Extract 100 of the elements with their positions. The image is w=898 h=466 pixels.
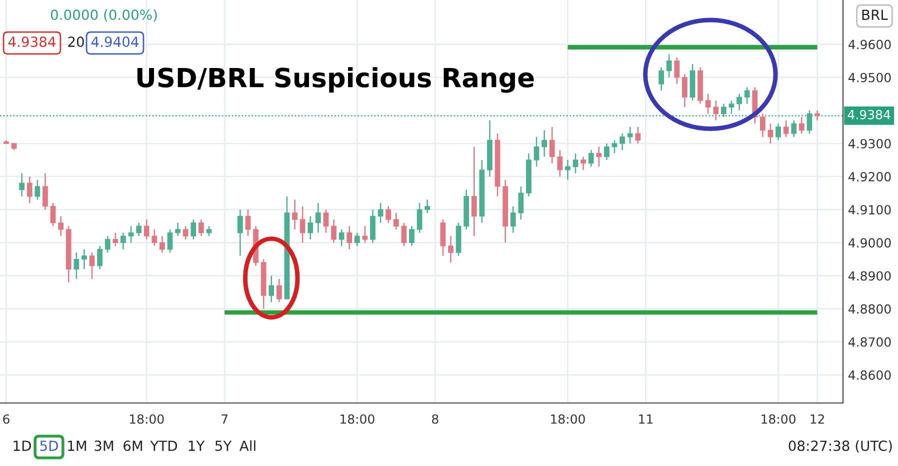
- candlestick: [354, 232, 360, 247]
- candlestick: [572, 152, 578, 174]
- candlestick: [791, 120, 797, 138]
- candlestick: [728, 100, 734, 114]
- candlestick: [635, 126, 641, 144]
- candlestick: [814, 110, 820, 121]
- x-tick-label: 6: [3, 414, 10, 424]
- candlestick: [26, 176, 32, 204]
- candlestick: [588, 149, 594, 168]
- candlestick: [760, 113, 766, 138]
- candlestick: [682, 73, 688, 108]
- candlestick: [144, 218, 150, 240]
- annotation: 4.9404: [91, 36, 139, 48]
- candlestick: [97, 245, 103, 270]
- candlestick: [245, 208, 251, 237]
- candlestick: [705, 93, 711, 114]
- candlestick: [182, 226, 188, 240]
- candlestick: [58, 216, 64, 237]
- ref-line-label: 4.9384: [848, 110, 890, 120]
- y-tick-label: 4.9600: [848, 40, 891, 50]
- candlestick: [315, 202, 321, 234]
- y-tick-label: 4.9300: [848, 138, 891, 148]
- candlestick: [604, 142, 610, 161]
- text: 5D: [40, 440, 58, 452]
- x-tick-label: 8: [432, 414, 438, 424]
- candlestick: [744, 86, 750, 104]
- x-tick-label: 18:00: [340, 414, 374, 424]
- candlestick: [136, 222, 142, 237]
- candlestick: [471, 146, 477, 237]
- candlestick: [323, 208, 329, 234]
- y-tick-label: 4.8600: [848, 370, 891, 380]
- candlestick: [713, 100, 719, 121]
- x-tick-label: 18:00: [551, 414, 585, 424]
- candlestick: [565, 159, 570, 180]
- candlestick: [152, 228, 158, 247]
- candlestick: [448, 235, 454, 264]
- candlestick: [674, 56, 680, 85]
- y-tick-label: 4.9100: [848, 205, 891, 215]
- text: USD/BRL Suspicious Range: [137, 67, 534, 93]
- text: 1M: [68, 440, 86, 451]
- candlestick: [736, 93, 742, 112]
- candlestick: [19, 172, 25, 197]
- candlestick: [720, 103, 726, 118]
- candlestick: [580, 156, 586, 171]
- y-tick-label: 4.8800: [848, 304, 891, 314]
- candlestick: [596, 146, 602, 168]
- text: BRL: [862, 10, 888, 20]
- candlestick: [167, 228, 173, 254]
- x-tick-label: 12: [810, 414, 824, 424]
- text: 1D: [14, 440, 31, 451]
- y-tick-label: 4.8700: [848, 337, 891, 347]
- candlestick: [331, 218, 336, 244]
- candlestick: [160, 235, 165, 254]
- candlestick: [362, 226, 368, 244]
- candlestick: [42, 172, 48, 210]
- candlestick: [776, 123, 781, 141]
- annotation: 4.9384: [8, 36, 56, 48]
- text: YTD: [150, 440, 178, 451]
- candlestick: [798, 116, 804, 134]
- candlestick: [238, 208, 243, 257]
- candlestick: [74, 252, 80, 280]
- candlestick: [768, 123, 774, 144]
- candlestick: [50, 202, 56, 227]
- text: 08:27:38 (UTC): [788, 440, 892, 453]
- candlestick: [370, 208, 376, 244]
- candlestick: [806, 110, 812, 134]
- candlestick: [89, 252, 95, 280]
- text: All: [240, 440, 256, 451]
- text: 3M: [94, 440, 114, 452]
- candlestick: [346, 226, 352, 250]
- candlestick: [268, 275, 274, 303]
- candlestick: [557, 149, 563, 178]
- annotation: 20: [68, 36, 84, 48]
- annotation: 0.0000 (0.00%): [50, 9, 157, 22]
- candlestick: [104, 235, 110, 254]
- x-tick-label: 7: [222, 414, 228, 424]
- candlestick: [783, 120, 789, 138]
- x-tick-label: 18:00: [762, 414, 796, 424]
- text: 1Y: [188, 440, 205, 451]
- candlestick: [510, 206, 516, 234]
- candlestick: [175, 222, 180, 237]
- candlestick: [542, 130, 548, 158]
- candlestick: [620, 132, 625, 151]
- candlestick: [386, 206, 392, 224]
- candlestick: [206, 226, 212, 237]
- candlestick: [658, 66, 664, 92]
- candlestick: [300, 206, 306, 244]
- candlestick: [82, 248, 87, 270]
- candlestick: [612, 140, 618, 154]
- candlestick: [409, 226, 414, 247]
- candlestick: [440, 218, 446, 257]
- y-tick-label: 4.8900: [848, 271, 891, 281]
- candlestick: [549, 126, 555, 164]
- candlestick: [34, 179, 40, 200]
- candlestick: [518, 186, 524, 220]
- y-tick-label: 4.9200: [848, 172, 891, 182]
- x-tick-label: 18:00: [130, 414, 164, 424]
- candlestick: [276, 278, 282, 303]
- text: 6M: [124, 440, 142, 452]
- candlestick: [112, 232, 118, 247]
